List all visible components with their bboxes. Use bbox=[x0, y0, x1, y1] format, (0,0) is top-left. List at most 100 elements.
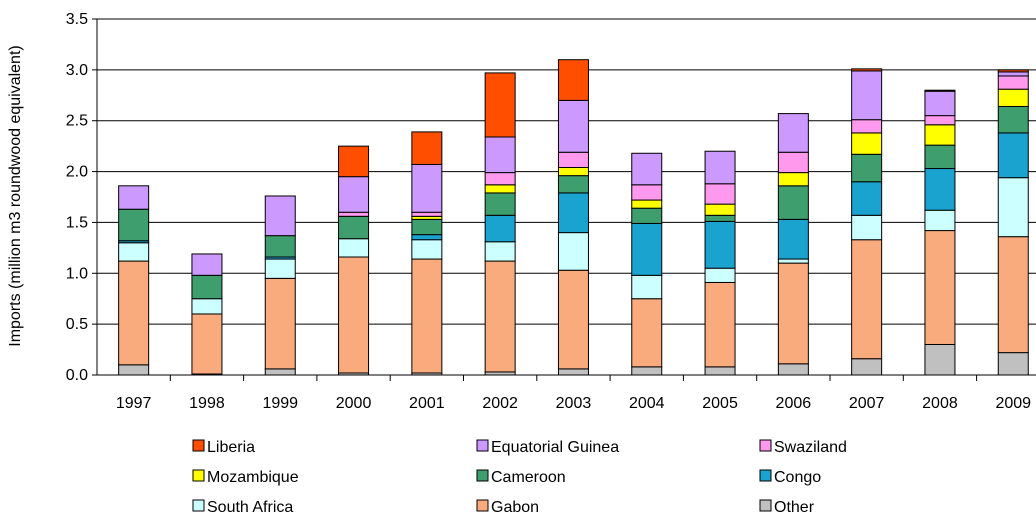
x-tick-label: 2002 bbox=[482, 395, 518, 412]
bar-segment-cameroon-1999 bbox=[264, 235, 296, 258]
bar-segment-swaziland-2005 bbox=[704, 183, 736, 205]
legend-label-equatorial-guinea: Equatorial Guinea bbox=[491, 439, 619, 456]
bar-segment-equatorial-guinea-2002 bbox=[484, 136, 516, 174]
bar-segment-south-africa-2005 bbox=[704, 267, 736, 283]
bar-segment-gabon-1998 bbox=[191, 313, 223, 375]
bar-segment-swaziland-2003 bbox=[557, 151, 589, 169]
legend-swatch-mozambique bbox=[192, 469, 205, 482]
bar-segment-cameroon-2007 bbox=[851, 153, 883, 183]
bar-segment-gabon-1999 bbox=[264, 277, 296, 370]
legend-swatch-south-africa bbox=[192, 499, 205, 512]
bar-segment-swaziland-2007 bbox=[851, 119, 883, 134]
y-tick-label: 3.0 bbox=[66, 62, 88, 79]
bar-segment-mozambique-2006 bbox=[777, 172, 809, 187]
bar-segment-swaziland-2004 bbox=[631, 184, 663, 201]
bar-segment-liberia-2000 bbox=[338, 145, 370, 178]
bar-segment-gabon-2005 bbox=[704, 281, 736, 368]
bar-segment-equatorial-guinea-2000 bbox=[338, 176, 370, 213]
bar-segment-equatorial-guinea-2008 bbox=[924, 90, 956, 117]
x-tick-label: 1998 bbox=[189, 395, 225, 412]
bar-segment-other-2006 bbox=[777, 363, 809, 376]
bar-segment-cameroon-1997 bbox=[118, 208, 150, 242]
bar-segment-other-2004 bbox=[631, 366, 663, 376]
x-tick-label: 2000 bbox=[336, 395, 372, 412]
bar-segment-equatorial-guinea-2006 bbox=[777, 113, 809, 153]
x-tick-label: 1997 bbox=[116, 395, 152, 412]
bar-segment-congo-2001 bbox=[411, 234, 443, 241]
bar-segment-liberia-2008 bbox=[924, 89, 956, 92]
bar-segment-swaziland-2008 bbox=[924, 115, 956, 126]
bar-segment-liberia-2002 bbox=[484, 72, 516, 138]
x-tick-label: 2001 bbox=[409, 395, 445, 412]
legend-swatch-equatorial-guinea bbox=[476, 439, 489, 452]
x-tick-label: 2005 bbox=[702, 395, 738, 412]
bar-segment-south-africa-2009 bbox=[997, 177, 1029, 238]
bar-segment-other-1999 bbox=[264, 368, 296, 376]
bar-segment-other-2008 bbox=[924, 343, 956, 376]
bar-segment-equatorial-guinea-2005 bbox=[704, 150, 736, 185]
bar-segment-other-2003 bbox=[557, 368, 589, 376]
bar-segment-congo-2009 bbox=[997, 132, 1029, 179]
bar-segment-congo-2008 bbox=[924, 168, 956, 211]
bar-segment-cameroon-1998 bbox=[191, 274, 223, 300]
bar-segment-congo-2004 bbox=[631, 222, 663, 276]
y-tick-labels: 0.0 0.5 1.0 1.5 2.0 2.5 3.0 3.5 bbox=[66, 11, 88, 384]
x-tick-label: 2009 bbox=[995, 395, 1031, 412]
bar-segment-south-africa-2002 bbox=[484, 241, 516, 262]
y-tick-label: 2.5 bbox=[66, 113, 88, 130]
bar-segment-swaziland-2002 bbox=[484, 172, 516, 186]
x-tick-labels: 1997 1998 1999 2000 2001 2002 2003 2004 2005 2006… bbox=[116, 395, 1031, 412]
bar-segment-mozambique-2002 bbox=[484, 184, 516, 194]
legend-label-swaziland: Swaziland bbox=[774, 439, 847, 456]
bar-segment-cameroon-2009 bbox=[997, 105, 1029, 134]
legend-swatch-congo bbox=[759, 469, 772, 482]
bar-segment-south-africa-2001 bbox=[411, 239, 443, 260]
y-tick-label: 0.0 bbox=[66, 367, 88, 384]
y-tick-label: 1.5 bbox=[66, 214, 88, 231]
bar-segment-cameroon-2001 bbox=[411, 218, 443, 236]
legend-swatch-other bbox=[759, 499, 772, 512]
x-tick-label: 1999 bbox=[262, 395, 298, 412]
legend-label-congo: Congo bbox=[774, 469, 821, 486]
bar-segment-gabon-2009 bbox=[997, 236, 1029, 354]
bar-segment-gabon-2000 bbox=[338, 256, 370, 374]
y-tick-label: 2.0 bbox=[66, 164, 88, 181]
bar-segment-swaziland-2000 bbox=[338, 211, 370, 217]
bar-segment-gabon-2006 bbox=[777, 262, 809, 365]
bar-segment-gabon-2004 bbox=[631, 298, 663, 368]
x-tick-label: 2003 bbox=[556, 395, 592, 412]
bar-segment-south-africa-2004 bbox=[631, 274, 663, 300]
bar-segment-other-1997 bbox=[118, 364, 150, 376]
bar-segment-equatorial-guinea-2003 bbox=[557, 99, 589, 153]
bar-segment-south-africa-2000 bbox=[338, 238, 370, 258]
y-tick-label: 0.5 bbox=[66, 316, 88, 333]
bar-segment-other-2007 bbox=[851, 358, 883, 376]
bar-segment-cameroon-2008 bbox=[924, 144, 956, 170]
bar-segment-swaziland-2001 bbox=[411, 211, 443, 217]
bar-stacks bbox=[118, 59, 1029, 376]
bar-segment-cameroon-2005 bbox=[704, 214, 736, 222]
bar-segment-south-africa-2003 bbox=[557, 232, 589, 271]
bar-segment-gabon-2002 bbox=[484, 260, 516, 373]
bar-segment-cameroon-2002 bbox=[484, 192, 516, 216]
legend-swatch-gabon bbox=[476, 499, 489, 512]
x-tick-label: 2007 bbox=[849, 395, 885, 412]
bar-segment-congo-2005 bbox=[704, 220, 736, 269]
bar-segment-south-africa-1997 bbox=[118, 242, 150, 262]
bar-segment-mozambique-2009 bbox=[997, 88, 1029, 107]
legend-label-cameroon: Cameroon bbox=[491, 469, 566, 486]
bar-segment-mozambique-2005 bbox=[704, 203, 736, 216]
bar-segment-south-africa-2008 bbox=[924, 209, 956, 232]
bar-segment-liberia-2009 bbox=[997, 69, 1029, 73]
bar-segment-south-africa-2006 bbox=[777, 258, 809, 264]
bar-segment-other-2009 bbox=[997, 352, 1029, 376]
y-tick-label: 1.0 bbox=[66, 265, 88, 282]
bar-segment-gabon-2008 bbox=[924, 230, 956, 345]
bar-segment-gabon-1997 bbox=[118, 260, 150, 366]
legend: Liberia Equatorial Guinea Swaziland Mozambi… bbox=[192, 439, 847, 516]
x-tick-label: 2008 bbox=[922, 395, 958, 412]
bar-segment-congo-2002 bbox=[484, 214, 516, 243]
axes bbox=[96, 19, 1036, 381]
legend-swatch-cameroon bbox=[476, 469, 489, 482]
legend-label-gabon: Gabon bbox=[491, 499, 539, 516]
